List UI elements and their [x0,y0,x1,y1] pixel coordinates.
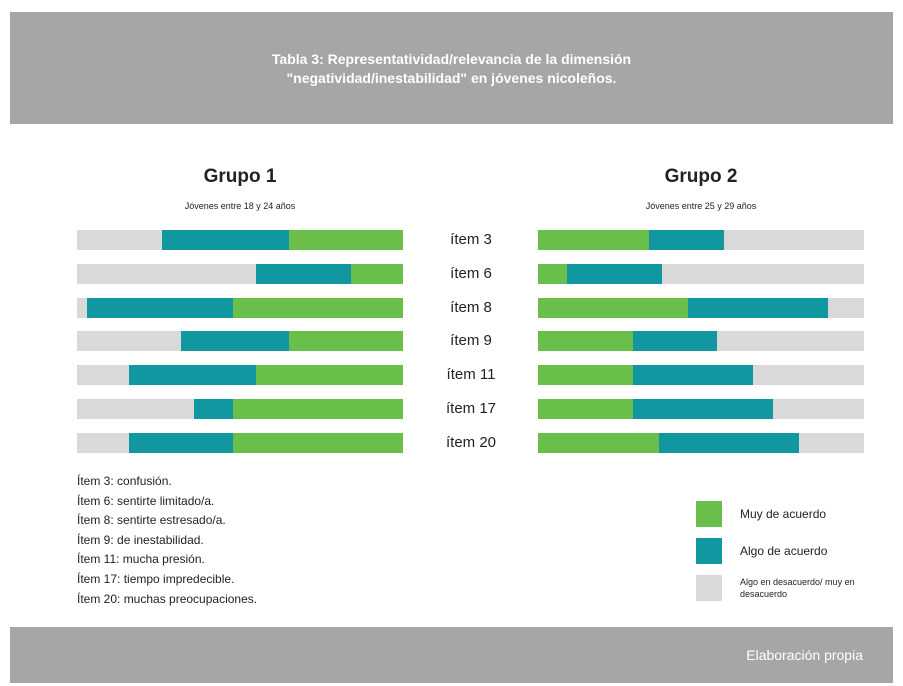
footer-text: Elaboración propia [746,647,863,663]
bar-segment [538,297,688,318]
note: Ítem 20: muchas preocupaciones. [77,591,258,606]
note: Ítem 3: confusión. [77,474,172,488]
bar-segment [717,331,864,352]
bar-segment [129,365,257,386]
note: Ítem 6: sentirte limitado/a. [77,493,215,508]
bar-segment [538,399,633,419]
group-title: Grupo 1 [203,166,277,187]
category-label: ítem 17 [445,400,497,417]
category-label: ítem 20 [445,433,497,451]
bar-segment [77,263,257,284]
bar-segment [661,263,864,284]
legend-label: Algo en desacuerdo/ muy en desacuerdo [740,577,855,599]
bar-segment [77,230,162,250]
bar-segment [161,230,289,250]
bar-segment [753,365,864,386]
bar-segment [772,399,864,419]
group-subtitle: Jóvenes entre 25 y 29 años [645,201,757,211]
category-label: ítem 8 [450,298,492,316]
bar-segment [256,365,403,386]
bar-segment [632,399,773,419]
legend-swatch [696,575,722,601]
bar-segment [798,432,864,453]
bar-segment [77,399,195,419]
bar-segment [181,331,289,352]
note: Ítem 11: mucha presión. [77,552,205,567]
note: Ítem 9: de inestabilidad. [77,532,204,547]
title: Tabla 3: Representatividad/relevancia de… [271,51,632,86]
bar-segment [194,399,234,419]
bar-segment [632,331,718,352]
bar-segment [129,432,234,453]
group-subtitle: Jóvenes entre 18 y 24 años [184,201,296,211]
header-band: Tabla 3: Representatividad/relevancia de… [10,12,893,124]
bar-segment [77,331,182,352]
category-label: ítem 6 [450,264,492,282]
bar-segment [86,297,234,318]
bar-segment [687,297,829,318]
bar-segment [648,230,724,250]
bar-segment [77,432,130,453]
bar-segment [233,432,403,453]
bar-segment [828,297,864,318]
category-label: ítem 9 [450,332,492,350]
legend-label: Muy de acuerdo [740,507,827,521]
bar-segment [658,432,799,453]
bar-segment [538,263,568,284]
bar-segment [538,230,649,250]
group-title: Grupo 2 [664,166,738,187]
category-label: ítem 11 [446,366,496,384]
bar-segment [233,297,403,318]
bar-segment [288,230,403,250]
bar-segment [538,331,633,352]
bar-segment [256,263,351,284]
legend-label: Algo de acuerdo [740,544,828,558]
bar-segment [77,365,130,386]
bar-segment [77,297,87,318]
bar-segment [350,263,403,284]
note: Ítem 8: sentirte estresado/a. [77,513,226,528]
bar-segment [723,230,864,250]
legend-swatch [696,501,722,527]
legend-swatch [696,538,722,564]
bar-segment [632,365,754,386]
bar-segment [288,331,403,352]
bar-segment [233,399,403,419]
footer-band: Elaboración propia [10,627,893,683]
category-label: ítem 3 [450,231,492,248]
bar-segment [567,263,662,284]
note: Ítem 17: tiempo impredecible. [77,572,235,586]
bar-segment [538,365,633,386]
bar-segment [538,432,659,453]
